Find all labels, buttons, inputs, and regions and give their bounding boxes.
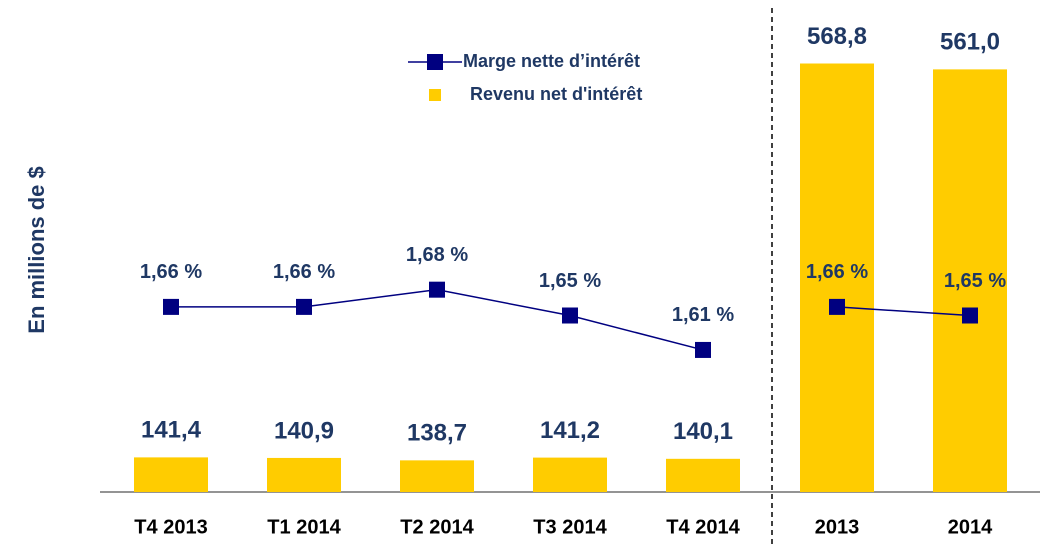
bar: [666, 458, 740, 492]
x-tick-label: 2014: [948, 516, 993, 538]
x-tick-label: T2 2014: [400, 516, 474, 538]
bar: [267, 457, 341, 492]
bar-value-label: 140,9: [274, 417, 334, 444]
line-value-label: 1,66 %: [273, 261, 335, 283]
x-tick-label: 2013: [815, 516, 860, 538]
line-marker: [163, 298, 179, 315]
bar-value-label: 141,4: [141, 417, 202, 444]
bar: [533, 457, 607, 492]
line-value-label: 1,61 %: [672, 304, 734, 326]
legend-marker: [427, 54, 443, 70]
line: [171, 288, 704, 351]
bar-value-label: 140,1: [673, 418, 733, 445]
line-value-label: 1,65 %: [539, 270, 601, 292]
line-marker: [562, 307, 578, 324]
bar: [134, 457, 208, 492]
bar: [400, 460, 474, 492]
bar-value-label: 568,8: [807, 23, 867, 50]
line-marker: [829, 298, 845, 315]
x-tick-label: T4 2013: [134, 516, 207, 538]
line-marker: [429, 281, 445, 298]
legend-label: Revenu net d'intérêt: [470, 84, 642, 104]
line-value-label: 1,66 %: [140, 261, 202, 283]
line-value-label: 1,68 %: [406, 244, 468, 266]
line-marker: [695, 341, 711, 358]
line-marker: [962, 307, 978, 324]
legend-label: Marge nette d’intérêt: [463, 51, 640, 71]
bar-value-label: 138,7: [407, 420, 467, 447]
y-axis-title: En millions de $: [24, 166, 49, 333]
x-tick-label: T1 2014: [267, 516, 341, 538]
x-tick-label: T3 2014: [533, 516, 607, 538]
line-marker: [296, 298, 312, 315]
bar: [933, 69, 1007, 492]
line: [836, 306, 971, 317]
line-value-label: 1,66 %: [806, 261, 868, 283]
legend-swatch: [429, 89, 441, 101]
line-value-label: 1,65 %: [944, 270, 1006, 292]
x-tick-label: T4 2014: [666, 516, 740, 538]
bar-value-label: 141,2: [540, 417, 600, 444]
bar-value-label: 561,0: [940, 29, 1000, 56]
bar: [800, 63, 874, 493]
